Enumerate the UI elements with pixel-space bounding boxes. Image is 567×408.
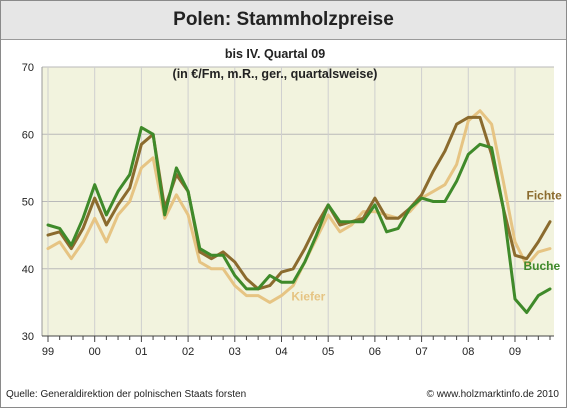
y-tick-label: 40 (22, 264, 34, 276)
series-line-fichte (46, 115, 552, 291)
chart-subtitle-line1: bis IV. Quartal 09 (225, 47, 325, 61)
chart-title: Polen: Stammholzpreise (1, 1, 566, 40)
axes: 30 40 50 60 70 99 00 01 02 03 04 05 06 07 08 09 (22, 62, 554, 358)
x-tick-label: 09 (509, 346, 521, 358)
series-label-buche: Buche (523, 259, 560, 273)
footer-source: Quelle: Generaldirektion der polnischen … (6, 389, 247, 400)
x-tick-label: 02 (182, 346, 194, 358)
x-tick-label: 04 (275, 346, 287, 358)
x-tick-label: 08 (462, 346, 474, 358)
x-tick-label: 06 (369, 346, 381, 358)
y-tick-label: 50 (22, 197, 34, 209)
y-tick-label: 60 (22, 129, 34, 141)
x-tick-label: 05 (322, 346, 334, 358)
x-tick-label: 99 (42, 346, 54, 358)
y-tick-label: 70 (22, 62, 34, 74)
series-line-buche (46, 126, 552, 314)
y-tick-label: 30 (22, 331, 34, 343)
x-tick-label: 00 (89, 346, 101, 358)
x-tick-label: 07 (415, 346, 427, 358)
x-tick-label: 03 (229, 346, 241, 358)
series-labels: Fichte Buche Kiefer (291, 188, 562, 303)
x-tick-label: 01 (135, 346, 147, 358)
series-label-fichte: Fichte (526, 188, 562, 202)
series-label-kiefer: Kiefer (291, 289, 325, 303)
series (46, 109, 552, 314)
chart-subtitle-line2: (in €/Fm, m.R., ger., quartalsweise) (173, 67, 378, 81)
footer-copyright: © www.holzmarktinfo.de 2010 (426, 389, 559, 400)
